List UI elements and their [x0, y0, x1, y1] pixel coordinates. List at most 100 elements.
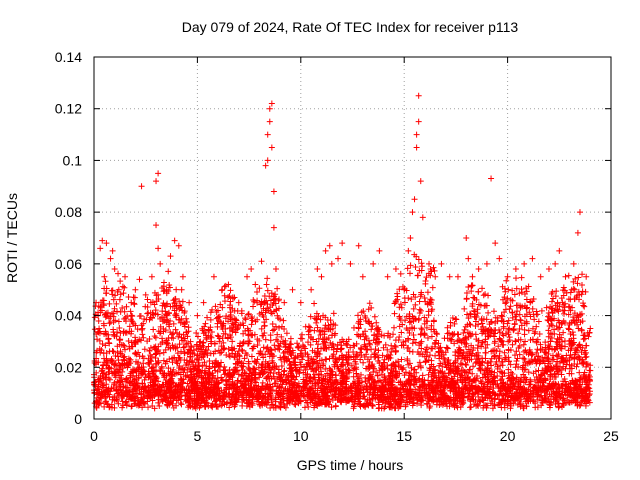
data-point [566, 338, 573, 345]
data-point [166, 284, 173, 291]
data-point [273, 336, 280, 343]
data-point [503, 299, 510, 306]
data-point [121, 342, 128, 349]
data-point [371, 365, 378, 372]
data-point [468, 382, 475, 389]
data-point [269, 327, 276, 334]
data-point [262, 336, 269, 343]
data-point [102, 342, 109, 349]
data-point [570, 278, 577, 285]
data-point [418, 325, 425, 332]
data-point [509, 287, 516, 294]
data-point [284, 397, 291, 404]
data-point [586, 330, 593, 337]
data-point [382, 341, 389, 348]
data-point [449, 314, 456, 321]
data-point [257, 348, 264, 355]
data-point [240, 330, 247, 337]
data-point [424, 349, 431, 356]
data-point [322, 365, 329, 372]
data-point [272, 295, 279, 302]
data-point [210, 350, 217, 357]
data-point [424, 289, 431, 296]
data-point [110, 318, 117, 325]
data-point [248, 353, 255, 360]
data-point [148, 353, 155, 360]
data-point [466, 321, 473, 328]
data-point [469, 347, 476, 354]
data-point [559, 299, 566, 306]
data-point [479, 285, 486, 292]
data-point [465, 284, 472, 291]
data-point [428, 345, 435, 352]
data-point [519, 364, 526, 371]
data-point [202, 320, 209, 327]
data-point [357, 371, 364, 378]
data-point [180, 344, 187, 351]
data-point [398, 392, 405, 399]
data-point [455, 331, 462, 338]
data-point [578, 326, 585, 333]
data-point [227, 298, 234, 305]
data-point [572, 275, 579, 282]
data-point [254, 336, 261, 343]
data-point [131, 376, 138, 383]
data-point [304, 400, 311, 407]
data-point [413, 379, 420, 386]
data-point [93, 404, 100, 411]
data-point [117, 348, 124, 355]
data-point [363, 351, 370, 358]
data-point [337, 346, 344, 353]
data-point [461, 377, 468, 384]
data-point [128, 403, 135, 410]
data-point [119, 304, 126, 311]
data-point [432, 352, 439, 359]
data-point [274, 331, 281, 338]
data-point [479, 320, 486, 327]
data-point [361, 354, 368, 361]
data-point [407, 318, 414, 325]
data-point [422, 359, 429, 366]
data-point [351, 378, 358, 385]
data-point [583, 360, 590, 367]
data-point [392, 359, 399, 366]
data-point [537, 341, 544, 348]
data-point [560, 329, 567, 336]
data-point [159, 308, 166, 315]
data-point [422, 346, 429, 353]
data-point [106, 320, 113, 327]
data-point [183, 315, 190, 322]
data-point [489, 348, 496, 355]
data-point [473, 296, 480, 303]
data-point [469, 382, 476, 389]
data-point [163, 316, 170, 323]
data-point [523, 305, 530, 312]
data-point [516, 326, 523, 333]
data-point [178, 334, 185, 341]
data-point [517, 317, 524, 324]
data-point [553, 307, 560, 314]
data-point [391, 300, 398, 307]
data-point [124, 377, 131, 384]
data-point [344, 361, 351, 368]
data-point [380, 379, 387, 386]
data-point [554, 368, 561, 375]
data-point [491, 340, 498, 347]
data-point [484, 402, 491, 409]
data-point [408, 324, 415, 331]
data-point [409, 340, 416, 347]
data-point [517, 336, 524, 343]
data-point [122, 346, 129, 353]
data-point [518, 274, 525, 281]
data-point [270, 370, 277, 377]
data-point [392, 299, 399, 306]
data-point [498, 312, 505, 319]
data-point [336, 339, 343, 346]
data-point [513, 275, 520, 282]
data-point [565, 272, 572, 279]
data-point [525, 369, 532, 376]
data-point [509, 314, 516, 321]
data-point [565, 325, 572, 332]
data-point [475, 301, 482, 308]
data-point [114, 329, 121, 336]
